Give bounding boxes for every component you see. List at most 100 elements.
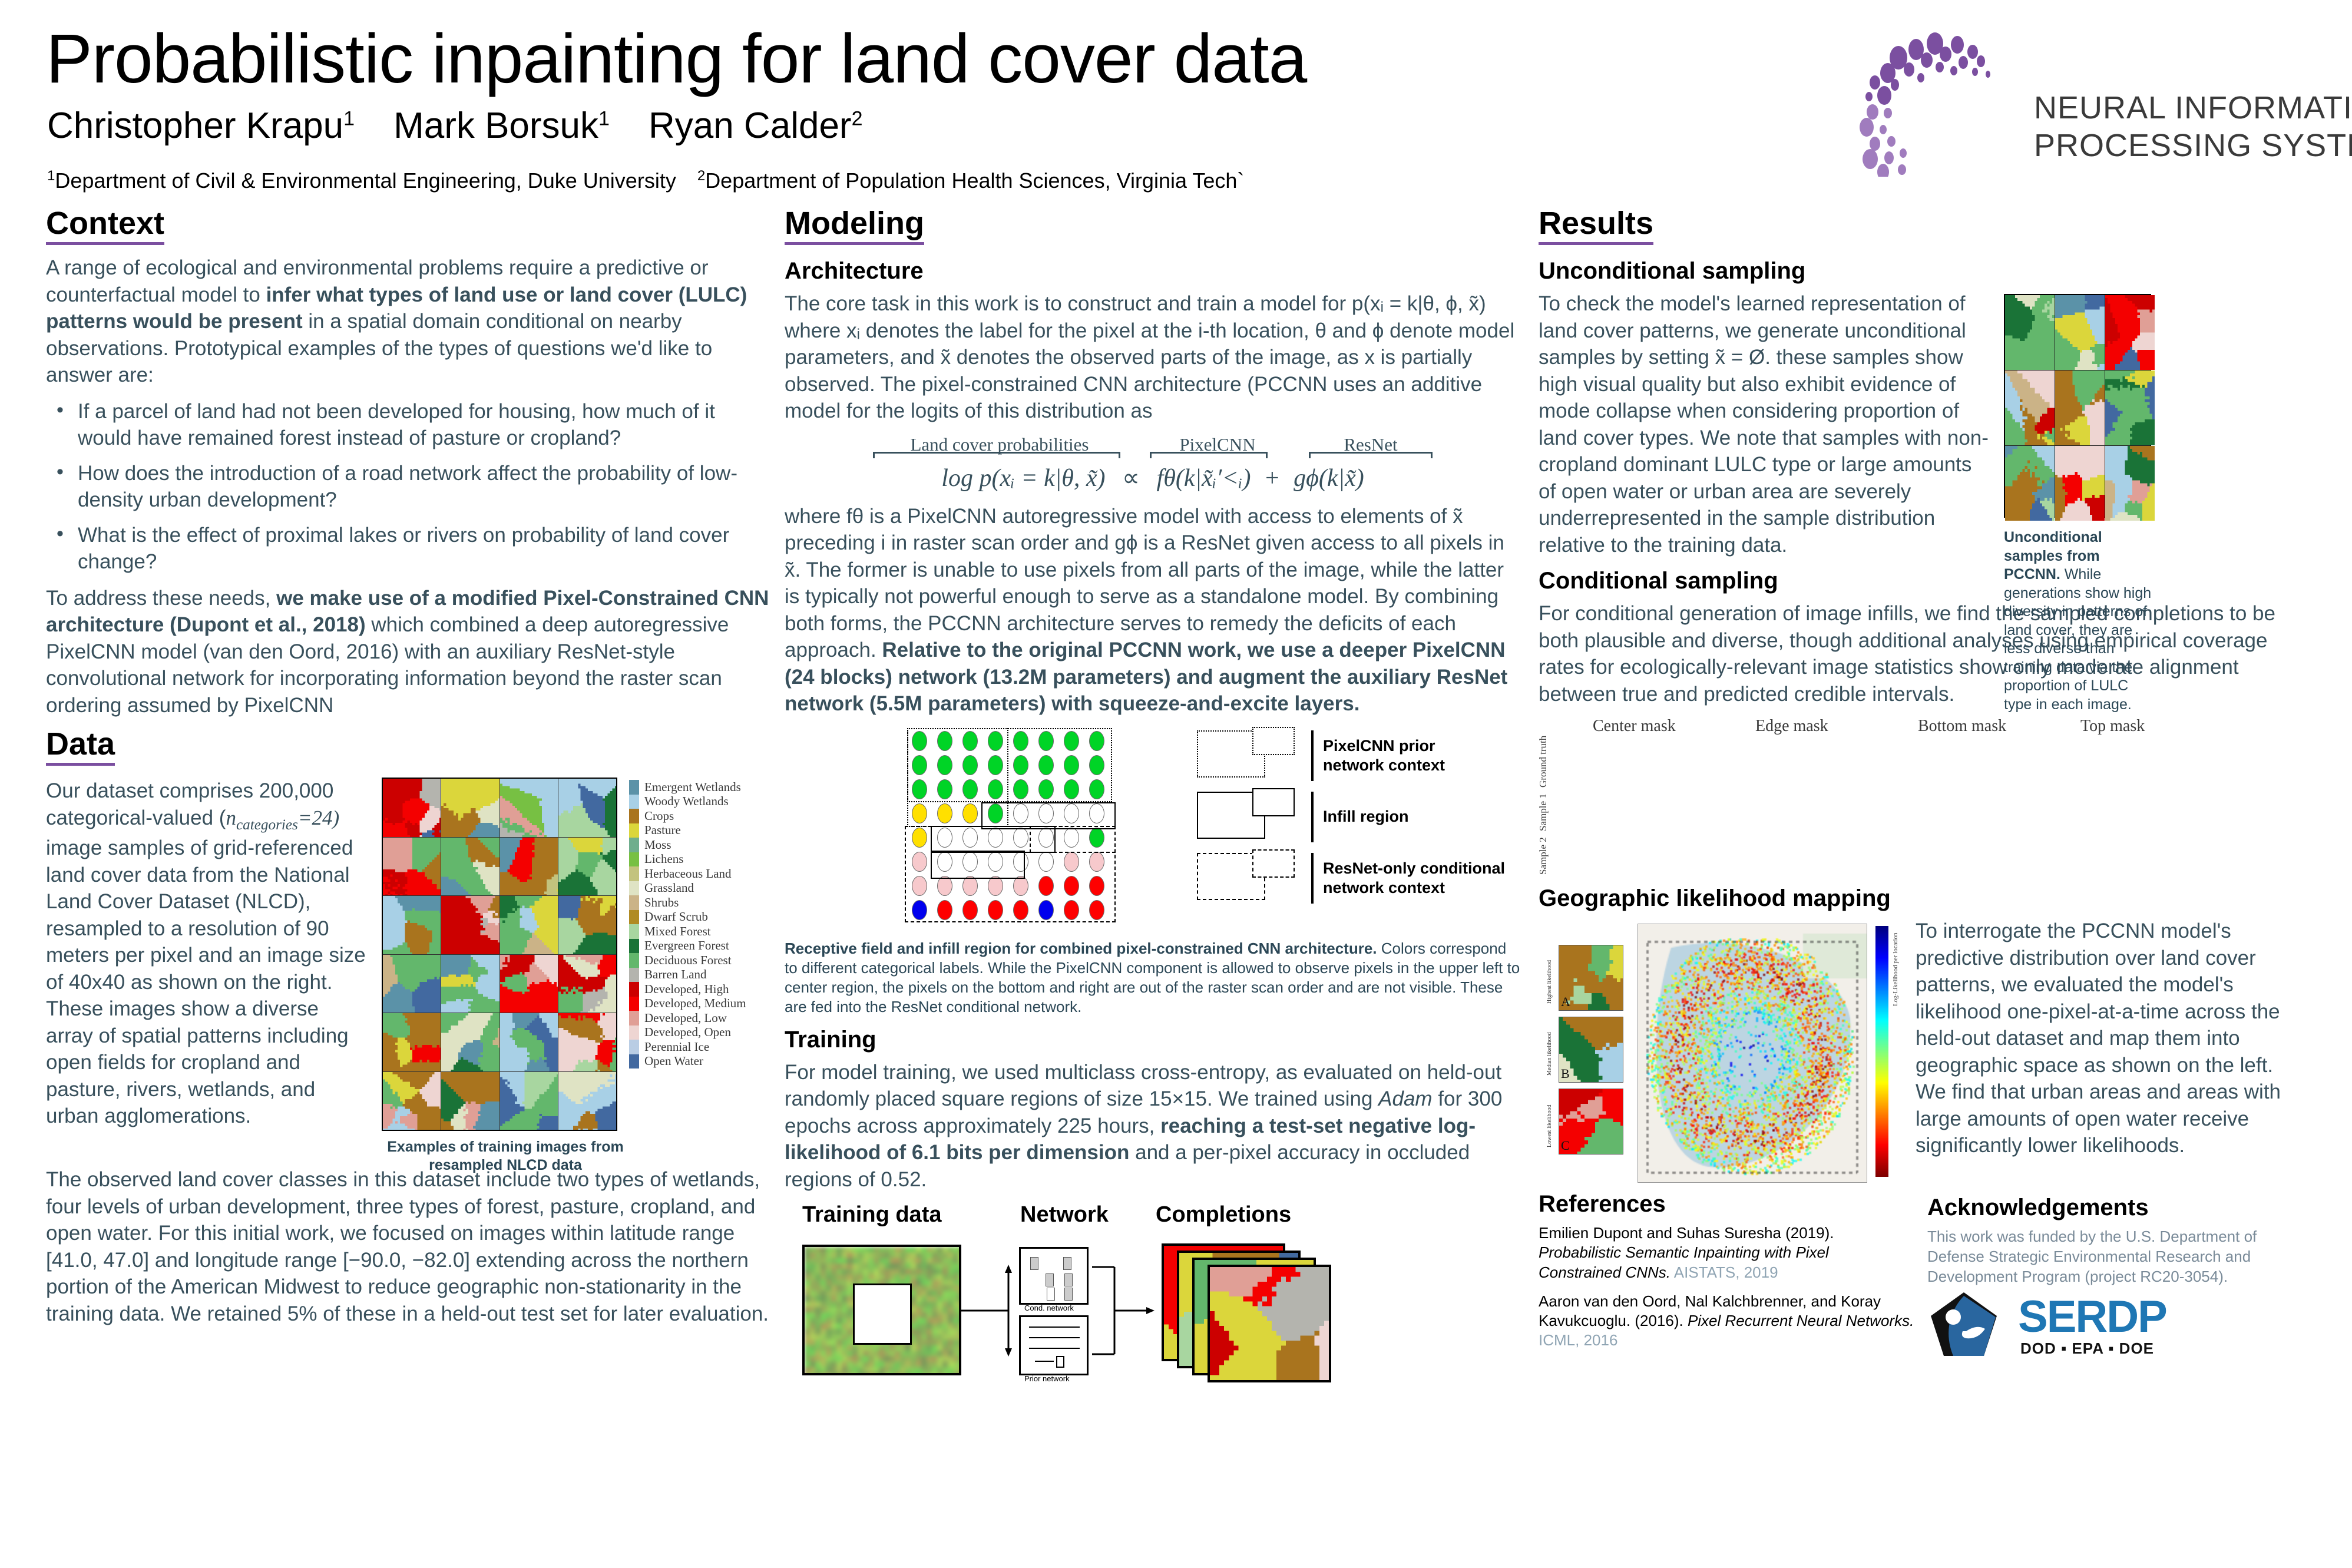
equation-label-left: Land cover probabilities [910,434,1089,455]
receptive-field-pixel-dot [1089,755,1104,775]
receptive-field-pixel-dot [1064,827,1079,848]
receptive-field-pixel-dot [937,875,952,896]
author-1: Christopher Krapu1 [47,105,355,146]
land-cover-raster [1559,945,1623,1010]
receptive-field-region-outline [1030,825,1116,853]
column-modeling: Modeling Architecture The core task in t… [785,207,1521,1397]
legend-swatch [629,895,639,910]
geo-colorbar-canvas [1875,926,1888,1177]
receptive-field-pixel-dot [988,730,1003,751]
land-cover-raster [383,1013,441,1071]
neurips-logo-line-1: NEURAL INFORMATION [2034,90,2352,125]
architecture-paragraph: The core task in this work is to constru… [785,292,1515,422]
nlcd-sample-cell [383,1071,441,1130]
legend-label: Developed, High [644,981,729,996]
geo-panel-letter: B [1561,1066,1570,1081]
legend-item: Crops [629,809,770,823]
land-cover-raster [499,779,558,837]
legend-swatch [629,838,639,852]
geo-panel-image: C [1559,1089,1623,1155]
land-cover-raster [441,1013,499,1071]
receptive-field-pixel-dot [1038,803,1054,823]
legend-swatch [629,1025,639,1040]
subheading-training: Training [785,1026,876,1053]
pipeline-prior-network-label: Prior network [1024,1374,1070,1384]
list-item: What is the effect of proximal lakes or … [52,521,770,575]
land-cover-raster [2055,295,2105,370]
geo-example-strip: Highest likelihood A Median likelihood B Low… [1546,945,1625,1160]
receptive-field-pixel-dot [1038,755,1054,775]
legend-item: Shrubs [629,895,770,910]
receptive-field-pixel-dot [937,851,952,872]
geo-likelihood-map [1638,924,1867,1183]
land-cover-raster [1210,1267,1329,1381]
subheading-architecture: Architecture [785,258,924,284]
land-cover-raster [383,954,441,1013]
equation-brace-labels: Land cover probabilities PixelCNN ResNet [785,434,1521,455]
receptive-field-legend: PixelCNN prior network context Infill regi… [1197,726,1515,914]
nlcd-figure-caption: Examples of training images from resampl… [387,1139,624,1174]
receptive-field-pixel-dot [962,875,978,896]
section-heading-results: Results [1539,207,1654,245]
unconditional-sample-cell [2105,446,2155,521]
land-cover-raster [558,1013,616,1071]
legend-item: Woody Wetlands [629,794,770,809]
receptive-field-pixel-dot [1038,827,1054,848]
legend-swatch [629,953,639,968]
mask-column-title: Top mask [2080,717,2145,735]
receptive-field-pixel-dot [962,779,978,799]
legend-item: Pasture [629,823,770,838]
pipeline-completion-4 [1208,1265,1331,1383]
section-heading-modeling: Modeling [785,207,924,245]
receptive-field-pixel-dot [1089,730,1104,751]
poster-header: Probabilistic inpainting for land cover … [0,0,2352,206]
nlcd-sample-cell [499,896,558,954]
unconditional-sample-cell [2055,371,2105,445]
context-question-list: If a parcel of land had not been develop… [52,397,770,575]
unconditional-sample-cell [2105,295,2155,370]
receptive-field-caption: Receptive field and infill region for co… [785,939,1520,1016]
receptive-field-pixel-dot [988,803,1003,823]
land-cover-raster [441,837,499,895]
pipeline-label-completions: Completions [1156,1202,1292,1228]
legend-item: Developed, Medium [629,996,770,1011]
list-item: How does the introduction of a road netw… [52,459,770,514]
conditional-mask-grid-figure: Center mask Edge mask Bottom mask Top mask G… [1537,717,2304,876]
unconditional-sample-cell [2005,295,2055,370]
serdp-wordmark: SERDP [2018,1292,2168,1342]
author-1-affil-marker: 1 [343,107,355,130]
references-acknowledgements-block: References Emilien Dupont and Suhas Sure… [1539,1191,2304,1444]
geo-panel-letter: A [1561,994,1570,1009]
training-paragraph: For model training, we used multiclass c… [785,1060,1503,1191]
receptive-field-pixel-dot [962,899,978,920]
pipeline-arrow-2-icon [1092,1266,1155,1355]
legend-label: Grassland [644,881,694,895]
equation-label-right: ResNet [1344,434,1398,455]
serdp-logo: SERDP DOD ▪ EPA ▪ DOE [1927,1290,2257,1361]
receptive-field-pixel-dot [912,803,927,823]
unconditional-paragraph: To check the model's learned representat… [1539,292,1989,557]
land-cover-raster [2005,295,2055,370]
receptive-field-pixel-dot [912,899,927,920]
receptive-field-pixel-dot [1064,899,1079,920]
acknowledgements-text: This work was funded by the U.S. Departm… [1927,1228,2257,1285]
land-cover-raster [499,1013,558,1071]
legend-item: Perennial Ice [629,1040,770,1054]
receptive-field-dot-grid [905,727,1116,924]
neurips-logo-line-2: PROCESSING SYSTEMS [2034,127,2352,163]
legend-label: Developed, Low [644,1010,727,1025]
legend-item: Moss [629,838,770,852]
subheading-unconditional-sampling: Unconditional sampling [1539,258,1806,284]
serdp-shield-icon [1931,1292,1997,1356]
pipeline-mask-hole [853,1283,912,1345]
receptive-field-legend-icon [1197,849,1302,904]
land-cover-raster [383,779,441,837]
legend-swatch [629,881,639,895]
equation-label-mid: PixelCNN [1179,434,1256,455]
receptive-field-pixel-dot [988,779,1003,799]
nlcd-sample-cell [441,1013,499,1071]
unconditional-figure-caption: Unconditional samples from PCCNN. While … [2004,529,2152,713]
mask-row-label: Ground truth [1537,735,1549,788]
pipeline-arrow-1-icon [961,1265,1012,1357]
pipeline-cond-network-label: Cond. network [1024,1304,1074,1313]
